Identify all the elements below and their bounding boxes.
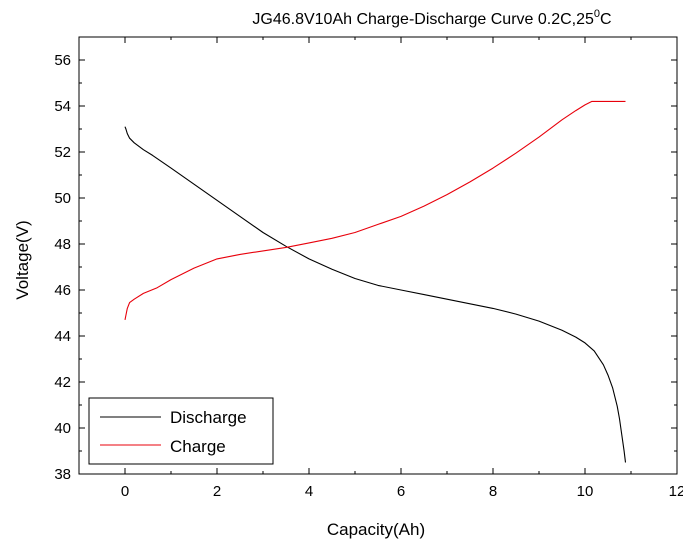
x-tick-label: 4 — [305, 483, 313, 500]
plot-frame — [78, 36, 678, 475]
x-tick-label: 2 — [213, 483, 221, 500]
chart-title-main: JG46.8V10Ah Charge-Discharge Curve 0.2C,… — [252, 11, 594, 28]
legend-label-discharge: Discharge — [170, 408, 247, 427]
y-tick-label: 46 — [54, 282, 71, 299]
x-tick-label: 0 — [121, 483, 129, 500]
y-tick-label: 38 — [54, 466, 71, 483]
y-tick-label: 54 — [54, 98, 71, 115]
legend-label-charge: Charge — [170, 437, 226, 456]
series-layer — [124, 100, 627, 463]
y-tick-label: 40 — [54, 420, 71, 437]
chart-title-superscript: 0 — [594, 8, 600, 20]
y-tick-label: 48 — [54, 236, 71, 253]
legend-box — [88, 397, 274, 465]
y-axis-label: Voltage(V) — [13, 220, 32, 299]
legend: Discharge Charge — [88, 397, 274, 465]
x-tick-label: 8 — [489, 483, 497, 500]
y-tick-label: 42 — [54, 374, 71, 391]
chart-title: JG46.8V10Ah Charge-Discharge Curve 0.2C,… — [252, 8, 611, 28]
x-tick-label: 12 — [669, 483, 683, 500]
series-line-discharge — [124, 126, 627, 463]
chart-title-unit: C — [600, 11, 612, 28]
x-tick-label: 6 — [397, 483, 405, 500]
x-tick-label: 10 — [577, 483, 594, 500]
y-tick-label: 52 — [54, 144, 71, 161]
y-tick-label: 44 — [54, 328, 71, 345]
x-axis-label: Capacity(Ah) — [327, 520, 425, 539]
y-tick-label: 56 — [54, 52, 71, 69]
series-line-charge — [124, 100, 626, 321]
y-tick-label: 50 — [54, 190, 71, 207]
